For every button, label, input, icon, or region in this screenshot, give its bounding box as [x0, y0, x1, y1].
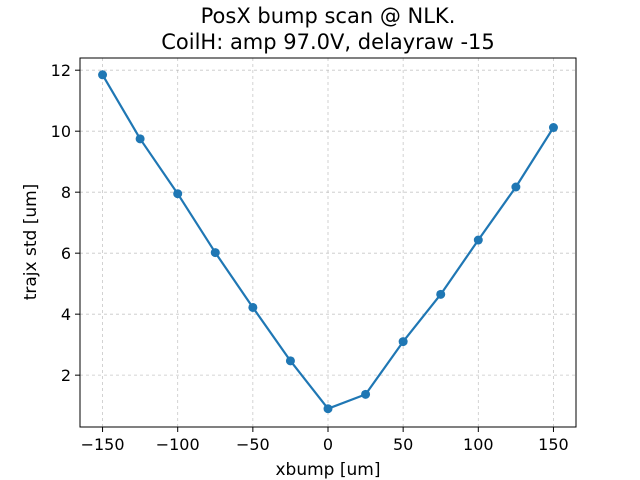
ticks: −150 −100 −50 0 50 100 150 2 4 6 8 10 12 — [51, 61, 569, 454]
y-tick-label: 8 — [61, 183, 71, 202]
data-point — [473, 235, 483, 245]
x-axis-label: xbump [um] — [276, 460, 381, 480]
x-tick-label: 0 — [323, 435, 333, 454]
y-tick-label: 10 — [51, 122, 71, 141]
data-point — [323, 404, 333, 414]
x-tick-label: 100 — [463, 435, 494, 454]
x-tick-label: −100 — [156, 435, 200, 454]
y-axis-label: trajx std [um] — [21, 184, 41, 301]
grid — [80, 58, 576, 427]
x-tick-label: 150 — [538, 435, 569, 454]
data-point — [285, 356, 295, 366]
data-point — [210, 248, 220, 258]
data-point — [248, 302, 258, 312]
y-tick-label: 4 — [61, 305, 71, 324]
data-point — [135, 134, 145, 144]
data-point — [361, 389, 371, 399]
series-layer — [98, 70, 558, 414]
data-point — [548, 123, 558, 133]
data-point — [436, 289, 446, 299]
data-point — [511, 182, 521, 192]
chart-title-line-2: CoilH: amp 97.0V, delayraw -15 — [161, 30, 495, 54]
y-tick-label: 12 — [51, 61, 71, 80]
x-tick-label: 50 — [393, 435, 413, 454]
data-point — [173, 189, 183, 199]
data-point — [98, 70, 108, 80]
data-point — [398, 337, 408, 347]
chart-title-line-1: PosX bump scan @ NLK. — [201, 4, 456, 28]
x-tick-label: −150 — [81, 435, 125, 454]
y-tick-label: 6 — [61, 244, 71, 263]
y-tick-label: 2 — [61, 366, 71, 385]
x-tick-label: −50 — [236, 435, 270, 454]
